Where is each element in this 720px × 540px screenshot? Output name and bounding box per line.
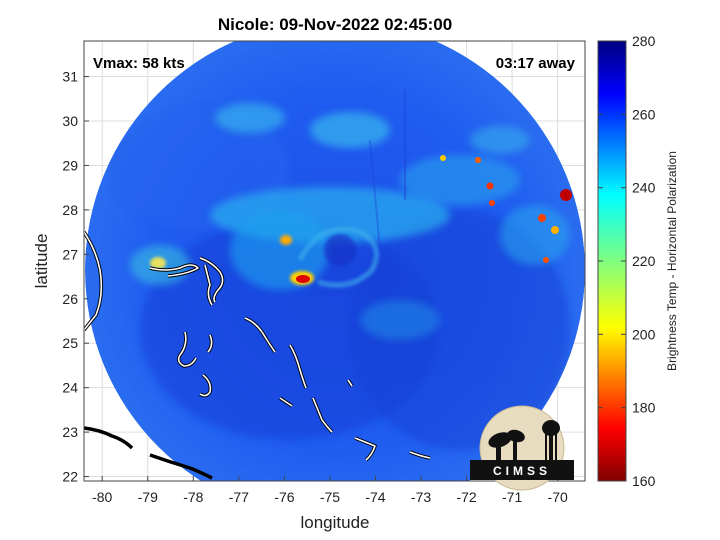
east-cell-4 (543, 257, 549, 263)
x-tick-label: -78 (183, 489, 203, 505)
colorbar-tick-label: 180 (632, 400, 656, 416)
x-axis-ticks: -80 -79 -78 -77 -76 -75 -74 -73 -72 -71 -70 (92, 476, 568, 505)
y-tick-label: 30 (62, 113, 78, 129)
x-tick-label: -71 (502, 489, 522, 505)
time-away-label: 03:17 away (496, 55, 576, 72)
colorbar-tick-label: 220 (632, 253, 656, 269)
colorbar-tick-label: 200 (632, 326, 656, 342)
y-tick-label: 23 (62, 424, 78, 440)
y-tick-label: 24 (62, 380, 78, 396)
cimss-logo: CIMSS (470, 405, 574, 491)
y-axis-label: latitude (32, 234, 51, 289)
east-cell-2 (538, 214, 546, 222)
eyewall-hot-spot-core (296, 275, 310, 283)
north-band-spot (280, 235, 292, 245)
y-tick-label: 29 (62, 157, 78, 173)
colorbar-tick-label: 240 (632, 180, 656, 196)
colorbar-tick-label: 160 (632, 473, 656, 489)
plot-title: Nicole: 09-Nov-2022 02:45:00 (218, 15, 452, 34)
y-tick-label: 22 (62, 469, 78, 485)
colorbar: 160 180 200 220 240 260 280 Brightness Temp - … (597, 33, 679, 489)
east-cell-3 (486, 182, 494, 190)
colorbar-ticks: 160 180 200 220 240 260 280 (598, 33, 656, 489)
logo-banner (470, 460, 574, 480)
convective-features (150, 155, 572, 285)
microwave-swath (85, 41, 585, 481)
east-cell-1 (560, 189, 572, 201)
bahamas-band-spot (150, 257, 166, 269)
colorbar-label: Brightness Temp - Horizontal Polarizatio… (665, 151, 679, 371)
x-tick-label: -70 (548, 489, 568, 505)
x-tick-label: -73 (411, 489, 431, 505)
x-axis-label: longitude (300, 513, 369, 532)
east-cell-5 (551, 226, 559, 234)
y-tick-label: 25 (62, 335, 78, 351)
x-tick-label: -72 (456, 489, 476, 505)
y-axis-ticks: 22 23 24 25 26 27 28 29 30 31 (62, 69, 89, 485)
y-tick-label: 26 (62, 291, 78, 307)
axes-frame (83, 40, 586, 482)
y-tick-label: 27 (62, 246, 78, 262)
x-tick-label: -74 (365, 489, 385, 505)
coastlines (84, 231, 431, 480)
colorbar-tick-label: 260 (632, 106, 656, 122)
logo-water-tower-icon (542, 420, 560, 460)
map-plot-area: -80 -79 -78 -77 -76 -75 -74 -73 -72 -71 -70 22 23 24… (62, 40, 586, 505)
east-cell-7 (440, 155, 446, 161)
x-tick-label: -76 (274, 489, 294, 505)
colorbar-tick-label: 280 (632, 33, 656, 49)
vmax-label: Vmax: 58 kts (93, 55, 185, 72)
x-tick-label: -75 (320, 489, 340, 505)
y-tick-label: 31 (62, 69, 78, 85)
east-cell-8 (489, 200, 495, 206)
logo-text: CIMSS (493, 464, 551, 478)
x-tick-label: -80 (92, 489, 112, 505)
x-tick-label: -77 (229, 489, 249, 505)
logo-dish-icon (488, 429, 525, 460)
x-tick-label: -79 (138, 489, 158, 505)
east-cell-6 (475, 157, 481, 163)
y-tick-label: 28 (62, 202, 78, 218)
